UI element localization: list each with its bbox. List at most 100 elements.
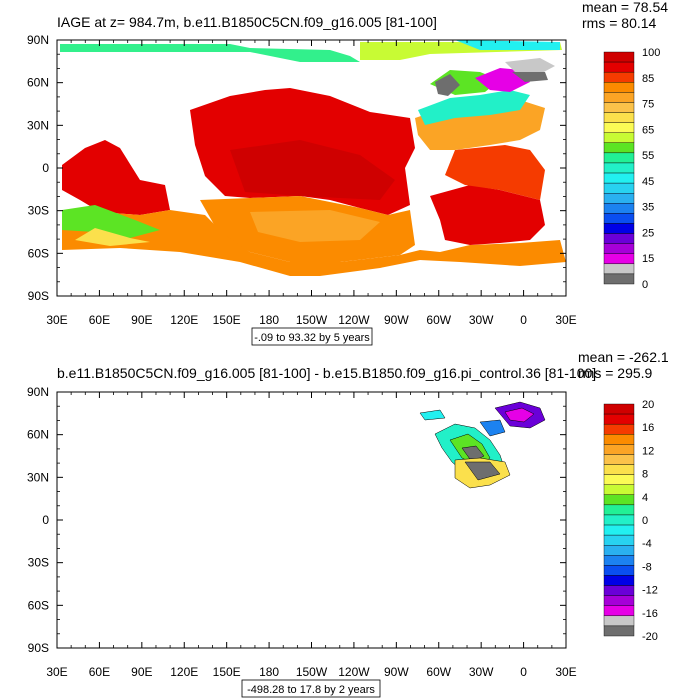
panel-1-colorbar: 100 85 75 65 55 45 35 25 15 0 [603,47,660,291]
panel-1-mean: mean = 78.54 [582,0,668,15]
panel-1-title: IAGE at z= 984.7m, b.e11.B1850C5CN.f09_g… [57,14,437,30]
colorbar-label: -16 [642,608,658,620]
colorbar-swatch [603,575,635,586]
x-tick-label: 30E [555,313,576,327]
colorbar-swatch [603,203,635,214]
colorbar-swatch [603,545,635,556]
x-tick-label: 60W [426,313,451,327]
x-tick-label: 120W [338,665,370,679]
colorbar-swatch [603,132,635,143]
y-tick-label: 60S [28,598,49,612]
panel-2-title: b.e11.B1850C5CN.f09_g16.005 [81-100] - b… [57,365,596,381]
colorbar-swatch [603,273,635,285]
colorbar-swatch [603,162,635,174]
panel-1-x-axis: 30E 60E 90E 120E 150E 180 150W 120W 90W 60W 30W 0 30… [46,40,577,327]
x-tick-label: 30E [46,665,67,679]
colorbar-swatch [603,61,635,73]
x-tick-label: 30W [469,313,494,327]
colorbar-swatch [603,92,635,103]
colorbar-swatch [603,625,635,637]
y-tick-label: 30N [27,470,49,484]
colorbar-swatch [603,102,635,113]
colorbar-swatch [603,253,635,265]
y-tick-label: 90N [27,385,49,399]
colorbar-label: 15 [642,253,654,265]
map1-south-atlantic [430,185,545,245]
colorbar-swatch [603,82,635,93]
colorbar-label: 45 [642,176,654,188]
colorbar-label: 16 [642,422,654,434]
colorbar-swatch [603,484,635,495]
colorbar-label: 65 [642,124,654,136]
y-tick-label: 30S [28,556,49,570]
colorbar-swatch [603,403,635,415]
colorbar-label: -20 [642,631,658,643]
y-tick-label: 90S [28,641,49,655]
colorbar-swatch [603,464,635,475]
panel-2-mean: mean = -262.1 [578,349,669,365]
colorbar-swatch [603,504,635,516]
colorbar-swatch [603,112,635,123]
x-tick-label: 90E [131,665,152,679]
x-tick-label: 150E [213,665,241,679]
colorbar-swatch [603,233,635,244]
colorbar-swatch [603,172,635,184]
map1-southern-green [62,205,160,238]
x-tick-label: 180 [259,313,279,327]
x-tick-label: 90W [384,313,409,327]
colorbar-swatch [603,223,635,234]
x-tick-label: 30E [46,313,67,327]
colorbar-swatch [603,71,635,83]
colorbar-swatch [603,423,635,435]
colorbar-label: 12 [642,445,654,457]
y-tick-label: 0 [42,513,49,527]
colorbar-label: 55 [642,150,654,162]
panel-2-contour-note: -498.28 to 17.8 by 2 years [247,684,375,696]
x-tick-label: 120E [170,665,198,679]
colorbar-swatch [603,51,635,63]
map2-iceland [479,419,506,437]
colorbar-label: 25 [642,227,654,239]
panel-2: b.e11.B1850C5CN.f09_g16.005 [81-100] - b… [27,349,669,698]
panel-2-contour-note-box [241,679,381,698]
map2-nordic-inner [504,407,535,423]
colorbar-swatch [603,595,635,606]
panel-1-contour-note: -.09 to 93.32 by 5 years [254,332,370,344]
colorbar-label: 8 [642,469,648,481]
colorbar-swatch [603,585,635,596]
map2-north-atlantic-dark [464,461,501,481]
x-tick-label: 60E [89,665,110,679]
panel-2-rms: rms = 295.9 [578,365,653,381]
panel-1-rms: rms = 80.14 [582,15,657,31]
colorbar-swatch [603,565,635,576]
map1-south-pacific-light [250,210,380,242]
map1-north-atlantic-green [418,90,530,125]
colorbar-swatch [603,494,635,506]
colorbar-swatch [603,182,635,194]
colorbar-swatch [603,474,635,485]
y-tick-label: 30S [28,204,49,218]
y-tick-label: 90N [27,33,49,47]
colorbar-label: 85 [642,73,654,85]
x-tick-label: 150W [296,313,328,327]
panel-2-x-axis: 30E 60E 90E 120E 150E 180 150W 120W 90W 60W 30W 0 30… [46,392,577,679]
colorbar-swatch [603,142,635,154]
colorbar-label: 35 [642,202,654,214]
map1-greenland-sea [505,58,555,74]
colorbar-label: 20 [642,399,654,411]
colorbar-swatch [603,514,635,526]
map1-arctic [60,44,360,62]
colorbar-swatch [603,243,635,254]
panel-2-map [419,401,546,489]
y-tick-label: 60N [27,76,49,90]
colorbar-label: 100 [642,47,660,59]
colorbar-swatch [603,213,635,224]
colorbar-label: -12 [642,585,658,597]
panel-1-map [60,40,566,276]
colorbar-swatch [603,413,635,425]
x-tick-label: 60W [426,665,451,679]
x-tick-label: 120W [338,313,370,327]
x-tick-label: 30W [469,665,494,679]
x-tick-label: 0 [520,313,527,327]
colorbar-swatch [603,524,635,536]
